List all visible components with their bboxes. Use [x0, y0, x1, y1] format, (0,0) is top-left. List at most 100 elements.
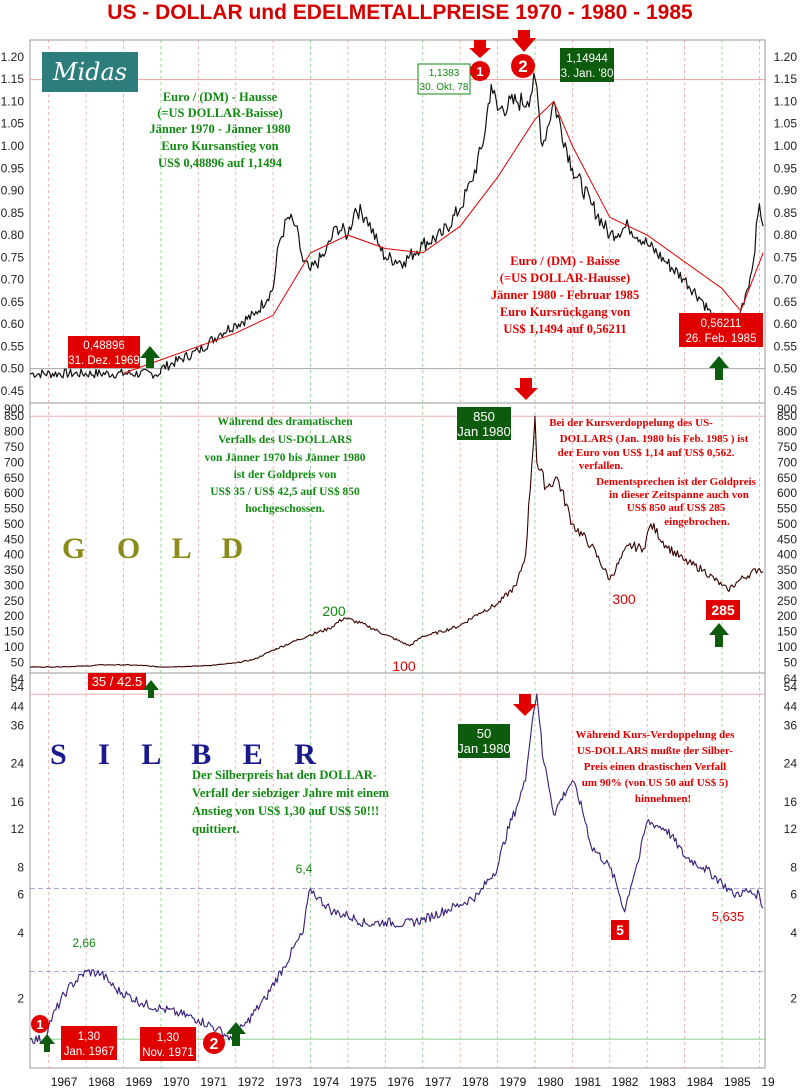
circle-2-icon: [511, 54, 535, 78]
silver-label-64: 6,4: [296, 862, 313, 876]
y-tick-label: 1.15: [774, 72, 798, 86]
year-label: 1974: [313, 1075, 340, 1089]
y-tick-label: 44: [784, 699, 798, 713]
y-tick-label: 250: [777, 594, 797, 608]
y-tick-label: 900: [4, 402, 24, 416]
circle-1-label: 1: [476, 64, 483, 79]
year-label: 1978: [462, 1075, 489, 1089]
y-tick-label: 0.80: [1, 228, 25, 242]
euro-box-end-value: 0,56211: [701, 318, 742, 330]
y-tick-label: 64: [11, 672, 25, 686]
year-label: 1977: [425, 1075, 452, 1089]
silver-panel: [29, 672, 766, 1069]
gold-text-green-5: hochgeschossen.: [245, 503, 325, 515]
y-tick-label: 8: [790, 860, 797, 874]
silver-box-high: [458, 724, 510, 758]
y-tick-label: 450: [777, 532, 797, 546]
arrow-down-icon: [469, 40, 491, 58]
y-tick-label: 650: [4, 471, 24, 485]
y-tick-label: 1.00: [1, 139, 25, 153]
year-label: 1968: [88, 1075, 115, 1089]
gold-price-line: [29, 415, 764, 668]
silver-box-1971-date: Nov. 1971: [142, 1047, 194, 1059]
euro-text-red-3: Euro Kursrückgang von: [500, 305, 630, 319]
y-tick-label: 250: [4, 594, 24, 608]
y-tick-label: 0.55: [774, 339, 798, 353]
y-tick-label: 550: [777, 502, 797, 516]
y-tick-label: 700: [4, 455, 24, 469]
gold-text-red-5: in dieser Zeitspanne auch von: [609, 489, 749, 501]
y-tick-label: 0.50: [1, 362, 25, 376]
gold-label-200: 200: [322, 603, 346, 619]
y-tick-label: 0.95: [1, 161, 25, 175]
silver-text-red-0: Während Kurs-Verdoppelung des: [576, 729, 736, 741]
gold-box-low-value: 35 / 42.5: [92, 674, 143, 689]
year-label: 1967: [51, 1075, 78, 1089]
y-tick-label: 200: [4, 609, 24, 623]
y-tick-label: 4: [790, 926, 797, 940]
gold-box-end-value: 285: [711, 602, 735, 618]
y-tick-label: 400: [777, 548, 797, 562]
gold-text-green-2: von Jänner 1970 bis Jänner 1980: [205, 452, 366, 464]
year-label: 1982: [612, 1075, 639, 1089]
y-tick-label: 100: [4, 640, 24, 654]
euro-panel: [29, 39, 766, 404]
y-tick-label: 0.55: [1, 339, 25, 353]
y-tick-label: 16: [11, 795, 25, 809]
y-tick-label: 150: [4, 625, 24, 639]
year-label: 1976: [387, 1075, 414, 1089]
y-tick-label: 1.05: [1, 117, 25, 131]
y-tick-label: 1.20: [1, 50, 25, 64]
y-tick-label: 800: [777, 425, 797, 439]
y-tick-label: 50: [784, 655, 798, 669]
silver-box-high-value: 50: [477, 726, 491, 741]
silver-text-red-1: US-DOLLARS mußte der Silber-: [577, 745, 733, 757]
gold-text-red-7: eingebrochen.: [664, 516, 730, 528]
silver-text-red-4: hinnehmen!: [635, 793, 691, 805]
arrow-up-icon: [140, 346, 160, 368]
y-tick-label: 350: [4, 563, 24, 577]
silver-box-1967: [61, 1026, 117, 1060]
gold-label-100: 100: [392, 658, 416, 674]
euro-text-red-1: (=US DOLLAR-Hausse): [500, 271, 630, 285]
silver-text-red-2: Preis einen drastischen Verfall: [584, 761, 726, 773]
euro-moving-average: [123, 100, 764, 374]
year-label: 1969: [126, 1075, 153, 1089]
y-tick-label: 750: [777, 440, 797, 454]
y-tick-label: 6: [17, 888, 24, 902]
gold-text-green-3: ist der Goldpreis von: [234, 469, 337, 481]
y-tick-label: 0.95: [774, 161, 798, 175]
y-tick-label: 500: [4, 517, 24, 531]
y-tick-label: 350: [777, 563, 797, 577]
circle-1-icon: [31, 1015, 49, 1033]
year-label: 1980: [537, 1075, 564, 1089]
year-label: 19: [761, 1075, 775, 1089]
y-tick-label: 450: [4, 532, 24, 546]
arrow-up-icon: [143, 680, 159, 698]
y-tick-label: 1.05: [774, 117, 798, 131]
year-label: 1979: [500, 1075, 527, 1089]
euro-text-red-4: US$ 1,1494 auf 0,56211: [503, 322, 626, 336]
gold-text-red-0: Bei der Kursverdoppelung des US-: [549, 417, 713, 429]
gold-text-red-4: Dementsprechen ist der Goldpreis: [596, 476, 757, 488]
silver-box-5-value: 5: [616, 922, 624, 938]
y-tick-label: 16: [784, 795, 798, 809]
y-tick-label: 0.80: [774, 228, 798, 242]
year-label: 1985: [724, 1075, 751, 1089]
silber-price-line: [29, 693, 764, 1044]
arrow-down-icon: [513, 694, 537, 716]
y-tick-label: 850: [777, 409, 797, 423]
y-tick-label: 4: [17, 926, 24, 940]
euro-box-high-value: 1,14944: [566, 53, 608, 65]
year-label: 1984: [687, 1075, 714, 1089]
y-tick-label: 24: [784, 757, 798, 771]
silver-box-high-date: Jan 1980: [457, 741, 511, 756]
y-tick-label: 300: [4, 578, 24, 592]
y-tick-label: 800: [4, 425, 24, 439]
silver-text-red-3: um 90% (von US 50 auf US$ 5): [582, 777, 729, 789]
silver-circle-2-label: 2: [210, 1036, 219, 1053]
y-tick-label: 54: [784, 680, 798, 694]
y-tick-label: 44: [11, 699, 25, 713]
y-tick-label: 600: [777, 486, 797, 500]
circle-2-label: 2: [518, 57, 527, 76]
